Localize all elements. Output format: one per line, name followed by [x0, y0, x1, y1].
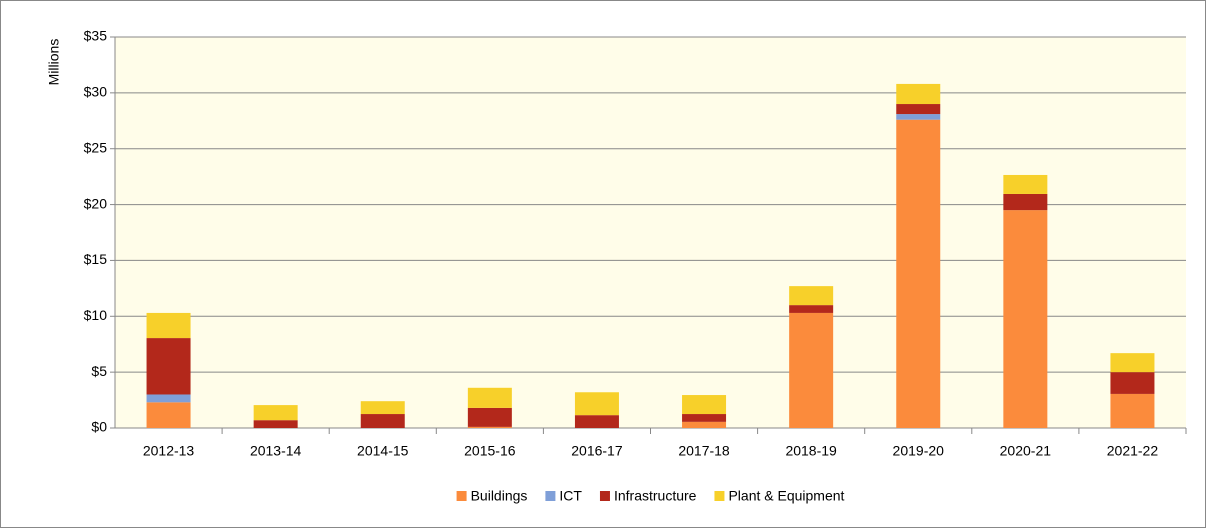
y-tick-label: $20	[84, 195, 108, 211]
x-tick-label: 2012-13	[143, 443, 195, 459]
bar-segment	[1003, 174, 1048, 194]
x-tick-label: 2021-22	[1107, 443, 1159, 459]
y-tick-label: $0	[91, 419, 107, 435]
legend-swatch	[456, 491, 467, 501]
y-axis-label: Millions	[46, 39, 62, 86]
bar-segment	[360, 414, 405, 428]
legend-label: ICT	[559, 488, 582, 504]
bar-segment	[146, 312, 191, 339]
bar-segment	[896, 104, 941, 115]
bar-segment	[682, 421, 727, 428]
y-tick-label: $10	[84, 307, 108, 323]
bar-segment	[1110, 393, 1155, 428]
x-tick-label: 2019-20	[893, 443, 945, 459]
bar-segment	[789, 312, 834, 428]
y-tick-label: $15	[84, 251, 108, 267]
y-tick-label: $25	[84, 139, 108, 155]
x-tick-label: 2017-18	[678, 443, 730, 459]
y-tick-label: $5	[91, 363, 107, 379]
bar-segment	[253, 405, 298, 421]
bar-segment	[360, 401, 405, 415]
x-tick-label: 2016-17	[571, 443, 623, 459]
legend-label: Plant & Equipment	[728, 488, 844, 504]
y-tick-label: $35	[84, 28, 108, 44]
legend-swatch	[714, 491, 725, 501]
legend: Buildings ICT Infrastructure Plant & Equipm…	[456, 488, 845, 504]
x-tick-label: 2015-16	[464, 443, 516, 459]
legend-swatch	[545, 491, 556, 501]
bar-segment	[896, 119, 941, 428]
bar-segment	[467, 387, 512, 408]
bar-segment	[1003, 193, 1048, 211]
x-tick-label: 2014-15	[357, 443, 409, 459]
legend-label: Buildings	[471, 488, 528, 504]
bar-segment	[146, 338, 191, 395]
legend-swatch	[599, 491, 610, 501]
bar-segment	[146, 394, 191, 403]
bar-segment	[467, 426, 512, 428]
bar-segment	[789, 286, 834, 306]
bar-segment	[1110, 353, 1155, 373]
legend-label: Infrastructure	[614, 488, 697, 504]
bar-segment	[467, 407, 512, 427]
bar-segment	[574, 392, 619, 416]
bar-segment	[682, 414, 727, 422]
bar-segment	[682, 395, 727, 415]
bar-segment	[896, 83, 941, 105]
bar-segment	[574, 415, 619, 428]
bar-segment	[1110, 372, 1155, 394]
bar-segment	[896, 114, 941, 120]
bar-segment	[146, 402, 191, 428]
x-tick-label: 2013-14	[250, 443, 302, 459]
bar-segment	[789, 305, 834, 313]
bar-segment	[1003, 210, 1048, 428]
x-tick-label: 2020-21	[1000, 443, 1052, 459]
bar-segment	[253, 420, 298, 428]
x-tick-label: 2018-19	[785, 443, 837, 459]
y-tick-label: $30	[84, 84, 108, 100]
